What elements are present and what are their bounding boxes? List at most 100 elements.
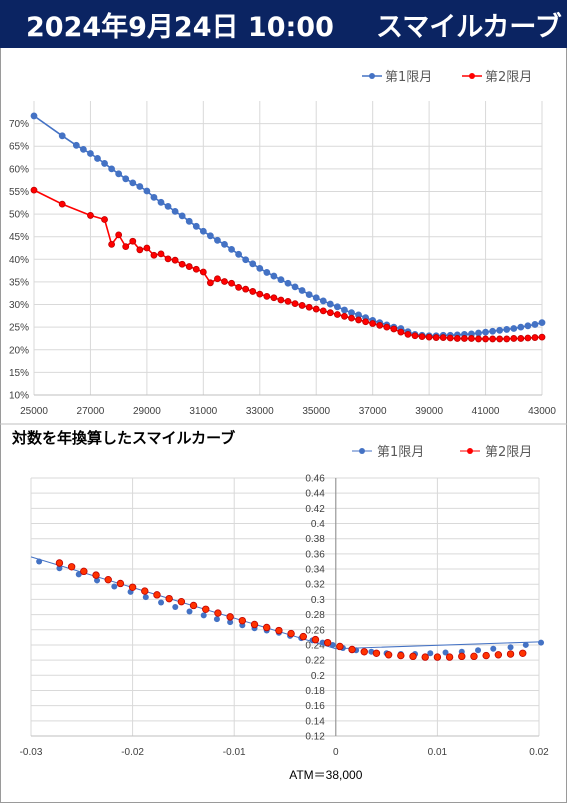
y-tick-label: 0.18	[305, 686, 325, 697]
series-2-point	[489, 335, 497, 343]
series-2-point	[178, 260, 186, 268]
series-1-point	[200, 612, 207, 619]
series-1-point	[221, 240, 228, 248]
x-tick-label: 37000	[359, 406, 387, 417]
series-1-point	[496, 326, 504, 334]
series-1-point	[489, 327, 497, 335]
y-tick-label: 15%	[9, 368, 29, 379]
series-2-point	[458, 652, 466, 661]
series-1-point	[75, 571, 82, 578]
y-tick-label: 70%	[9, 119, 29, 130]
series-2-point	[482, 335, 489, 343]
series-2-point	[177, 597, 186, 606]
x-tick-label: 43000	[528, 406, 556, 417]
series-2-point	[101, 216, 108, 223]
y-tick-label: 55%	[9, 187, 29, 198]
series-2-point	[150, 251, 158, 259]
legend-label: 第2限月	[485, 70, 532, 85]
y-tick-label: 60%	[9, 164, 29, 175]
series-1-point	[115, 170, 123, 178]
series-1-point	[538, 319, 546, 327]
series-1-point	[270, 272, 278, 280]
series-1-point	[172, 604, 179, 610]
series-2-point	[369, 320, 377, 327]
series-2-point	[348, 645, 356, 654]
series-2-point	[355, 316, 362, 324]
series-2-point	[171, 256, 179, 264]
series-1-point	[143, 187, 151, 195]
x-tick-label: -0.03	[20, 747, 43, 758]
series-2-point	[116, 579, 125, 588]
series-2-point	[275, 626, 283, 635]
trendline	[30, 556, 540, 650]
series-2-point	[517, 335, 525, 342]
y-tick-label: 0.4	[311, 519, 325, 530]
series-2-point	[67, 563, 76, 571]
series-2-point	[383, 323, 391, 331]
series-2-point	[453, 335, 461, 342]
series-1-point	[227, 619, 234, 626]
series-2-point	[115, 231, 123, 239]
x-tick-label: 33000	[246, 406, 274, 417]
series-2-point	[524, 334, 532, 342]
series-1-point	[101, 160, 108, 167]
x-axis-label: ATM＝38,000	[289, 768, 362, 782]
series-2-point	[433, 653, 442, 661]
legend-swatch-marker	[469, 73, 475, 79]
series-1-point	[72, 141, 80, 149]
series-2-point	[287, 629, 295, 638]
y-tick-label: 40%	[9, 255, 29, 266]
series-2-point	[384, 651, 393, 659]
series-1-point	[531, 321, 539, 328]
series-2-point	[538, 333, 546, 341]
series-2-point	[475, 335, 482, 343]
series-1-point	[108, 165, 116, 173]
series-2-point	[250, 620, 259, 629]
series-2-point	[157, 250, 165, 258]
series-2-point	[249, 288, 257, 295]
y-tick-label: 0.26	[305, 625, 325, 636]
series-1-point	[475, 647, 482, 654]
series-2-point	[226, 613, 234, 621]
series-2-point	[319, 307, 327, 315]
series-2-point	[136, 246, 144, 254]
series-1-point	[158, 599, 165, 606]
series-2-point	[298, 302, 306, 309]
legend-swatch-marker	[467, 448, 473, 454]
x-tick-label: 0.01	[428, 747, 448, 758]
y-tick-label: 65%	[9, 142, 29, 153]
series-2-point	[506, 650, 515, 658]
x-tick-label: -0.01	[223, 747, 246, 758]
series-2-point	[256, 290, 264, 298]
y-tick-label: 0.28	[305, 610, 325, 621]
series-2-point	[421, 653, 429, 661]
series-2-point	[129, 237, 137, 245]
series-2-point	[92, 571, 100, 579]
series-2-point	[311, 635, 320, 644]
series-2-point	[439, 334, 447, 341]
y-tick-label: 0.36	[305, 549, 325, 560]
series-2-point	[531, 334, 539, 341]
series-1-point	[56, 565, 63, 572]
series-2-point	[503, 335, 511, 343]
series-2-point	[470, 652, 478, 661]
series-2-point	[376, 321, 384, 329]
series-2-point	[221, 278, 228, 285]
series-2-point	[333, 311, 341, 318]
series-2-point	[519, 649, 527, 657]
series-1-point	[186, 608, 193, 615]
series-1-point	[178, 212, 186, 220]
chart-smile-curve: 10% 15% 20% 25% 30% 35% 40% 45% 50% 55% 60% 65% 70% 2…	[9, 70, 556, 417]
series-2-point	[189, 601, 198, 610]
series-1-point	[249, 260, 257, 268]
legend-swatch-marker	[369, 73, 375, 79]
series-1-point	[475, 329, 482, 337]
y-tick-label: 0.34	[305, 565, 325, 576]
series-2-point	[277, 296, 285, 304]
x-tick-label: 27000	[77, 406, 105, 417]
series-2-point	[214, 609, 222, 617]
series-2-point	[87, 212, 94, 219]
y-tick-label: 25%	[9, 323, 29, 334]
x-tick-label: 41000	[472, 406, 500, 417]
header-bar: 2024年9月24日 10:00 スマイルカーブ	[0, 0, 567, 48]
